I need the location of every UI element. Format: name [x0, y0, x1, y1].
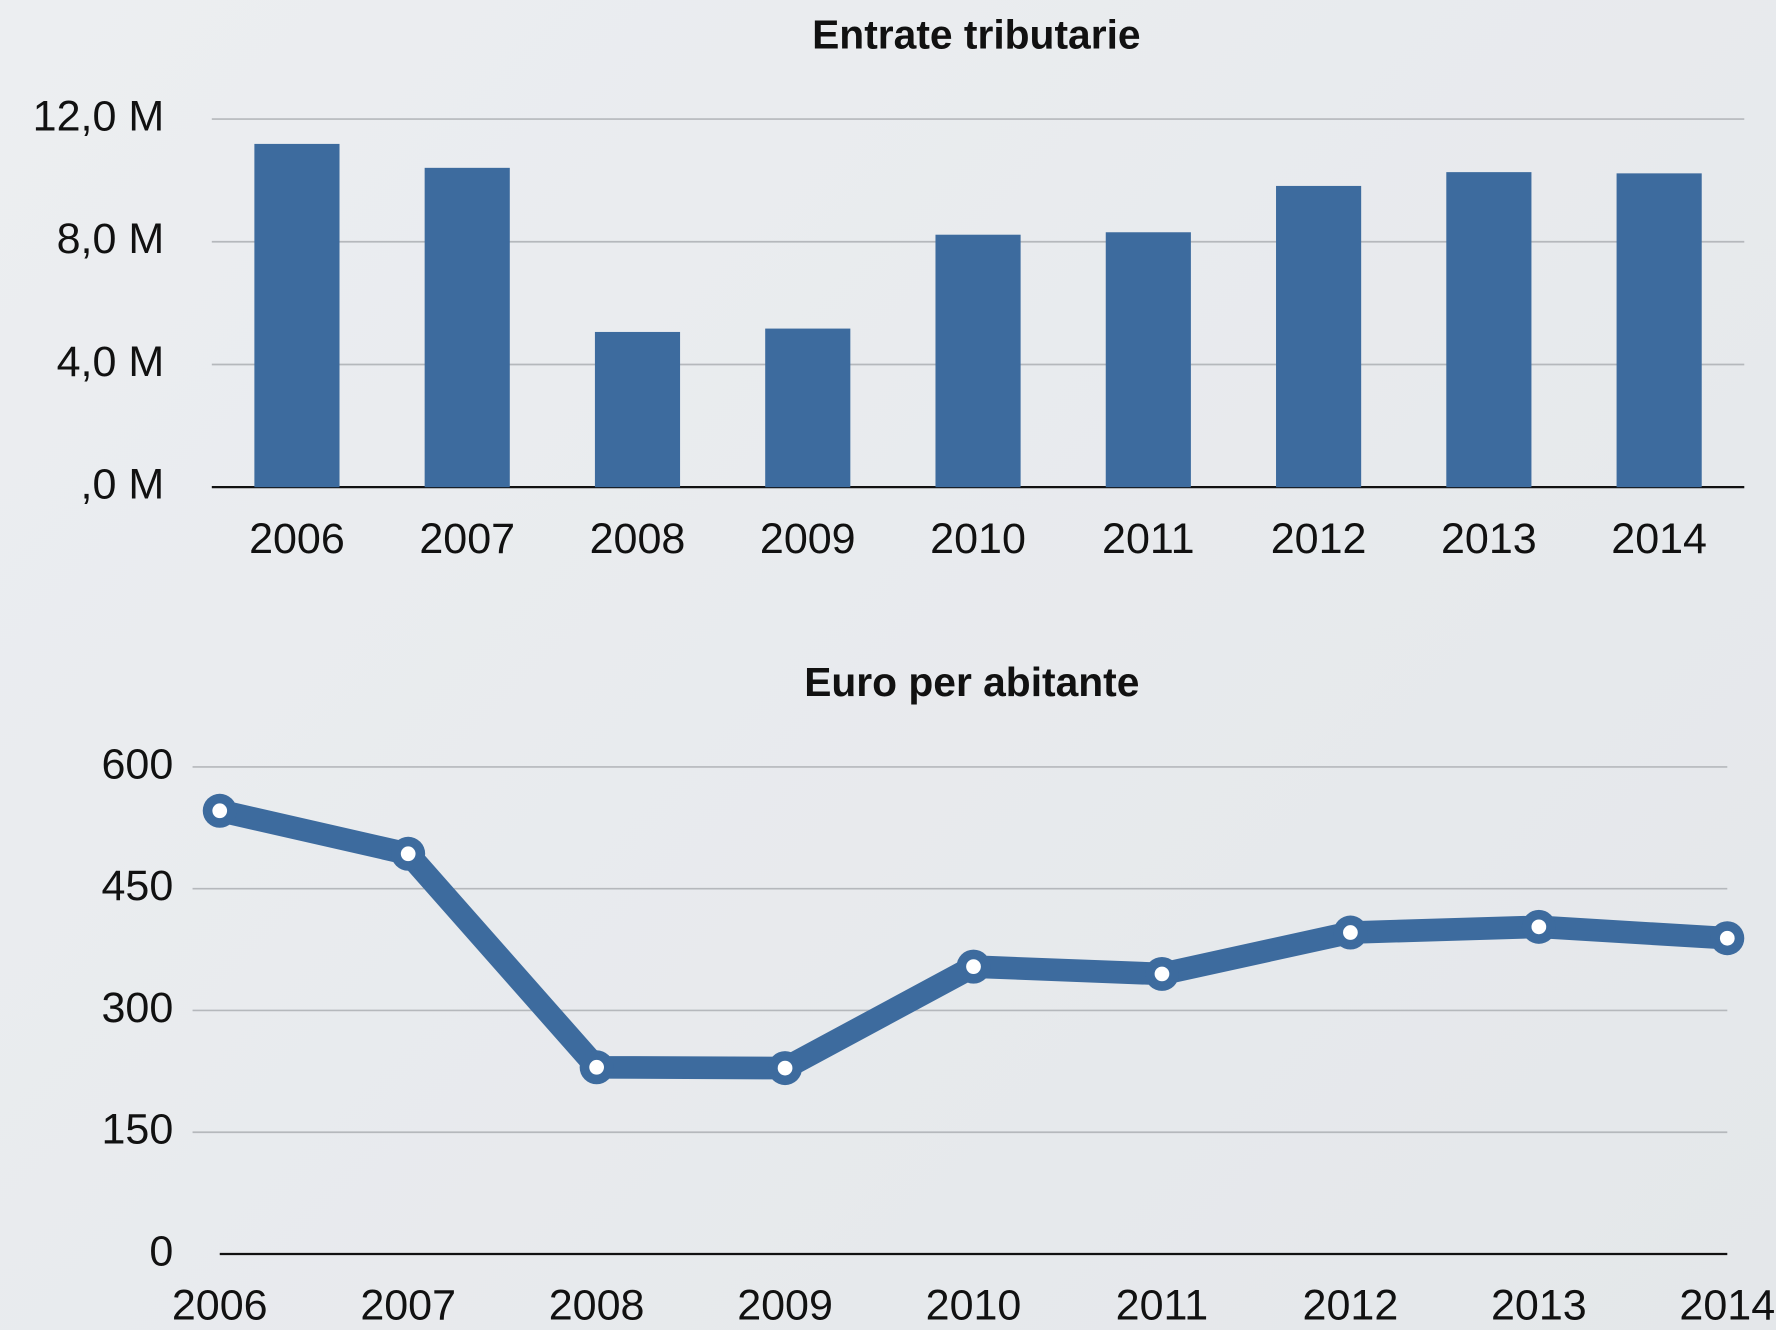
point-center [777, 1060, 793, 1076]
y-tick-label: 4,0 M [57, 338, 165, 386]
bar [254, 143, 340, 488]
y-tick-label: 300 [101, 984, 173, 1032]
y-tick-label: 600 [101, 740, 173, 788]
point-center [1154, 966, 1170, 982]
y-tick-label: 8,0 M [57, 215, 165, 263]
y-tick-label: 450 [101, 862, 173, 910]
chart-title: Euro per abitante [804, 659, 1139, 705]
bar [424, 167, 510, 488]
x-tick-label: 2010 [926, 1282, 1022, 1330]
bar [594, 331, 681, 488]
bar [1276, 185, 1362, 488]
point-center [589, 1059, 604, 1075]
point-center [1343, 925, 1358, 940]
x-tick-label: 2007 [360, 1282, 456, 1330]
x-tick-label: 2013 [1441, 515, 1537, 563]
x-tick-label: 2012 [1271, 515, 1367, 563]
point-center [1531, 919, 1547, 935]
bar [765, 328, 851, 488]
bar [1616, 173, 1702, 488]
x-tick-label: 2012 [1303, 1282, 1399, 1330]
y-tick-label: 0 [149, 1227, 173, 1275]
y-tick-label: ,0 M [81, 461, 165, 509]
x-tick-label: 2008 [549, 1282, 645, 1330]
chart-title: Entrate tributarie [812, 11, 1140, 57]
x-tick-label: 2008 [590, 515, 686, 563]
x-tick-label: 2009 [760, 515, 856, 563]
bar [935, 234, 1021, 488]
y-tick-label: 150 [101, 1106, 173, 1154]
x-tick-label: 2014 [1611, 515, 1707, 563]
x-tick-label: 2013 [1491, 1282, 1587, 1330]
point-center [966, 959, 981, 974]
bar [1105, 232, 1191, 488]
x-tick-label: 2014 [1679, 1282, 1775, 1330]
x-tick-label: 2009 [737, 1282, 833, 1330]
x-tick-label: 2011 [1102, 515, 1195, 563]
y-tick-label: 12,0 M [33, 92, 165, 140]
point-center [1719, 930, 1735, 946]
x-tick-label: 2006 [249, 515, 345, 563]
point-center [400, 846, 416, 862]
x-tick-label: 2007 [419, 515, 515, 563]
bar [1446, 172, 1532, 488]
x-tick-label: 2011 [1116, 1282, 1209, 1330]
line [217, 799, 1728, 1080]
point-center [212, 803, 228, 819]
x-tick-label: 2006 [172, 1282, 268, 1330]
x-tick-label: 2010 [930, 515, 1026, 563]
